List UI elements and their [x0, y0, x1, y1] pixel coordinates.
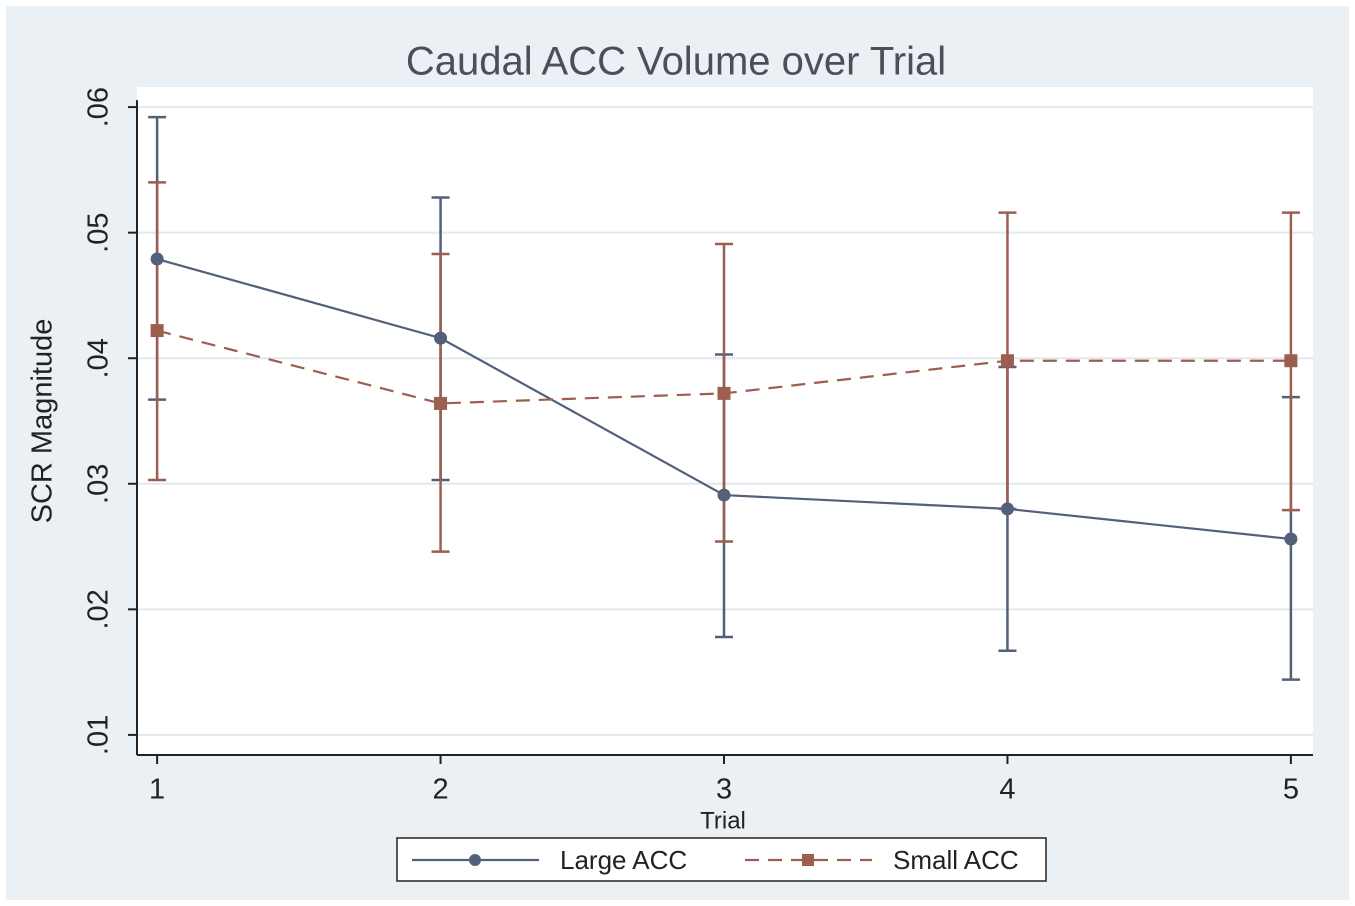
y-tick-label: .02 — [83, 589, 115, 629]
marker — [1000, 502, 1014, 516]
x-tick-label: 2 — [432, 774, 448, 806]
marker — [434, 331, 448, 345]
x-axis-title: Trial — [700, 807, 746, 834]
legend-marker — [469, 854, 481, 866]
y-tick-label: .04 — [83, 338, 115, 378]
legend-label: Small ACC — [893, 845, 1019, 875]
x-tick-label: 3 — [716, 774, 732, 806]
marker — [1284, 532, 1298, 546]
y-tick-label: .06 — [83, 87, 115, 127]
marker — [1000, 354, 1014, 368]
x-tick-label: 4 — [999, 774, 1015, 806]
x-tick-label: 5 — [1283, 774, 1299, 806]
marker — [1284, 354, 1298, 368]
x-tick-label: 1 — [149, 774, 165, 806]
y-tick-label: .05 — [83, 212, 115, 252]
legend-marker — [802, 854, 814, 866]
legend-label: Large ACC — [560, 845, 687, 875]
y-tick-label: .03 — [83, 464, 115, 504]
y-tick-label: .01 — [83, 715, 115, 755]
marker — [150, 252, 164, 266]
marker — [717, 386, 731, 400]
marker — [717, 488, 731, 502]
marker — [150, 324, 164, 338]
marker — [434, 396, 448, 410]
y-axis-title: SCR Magnitude — [27, 319, 59, 524]
chart-title: Caudal ACC Volume over Trial — [406, 40, 946, 84]
